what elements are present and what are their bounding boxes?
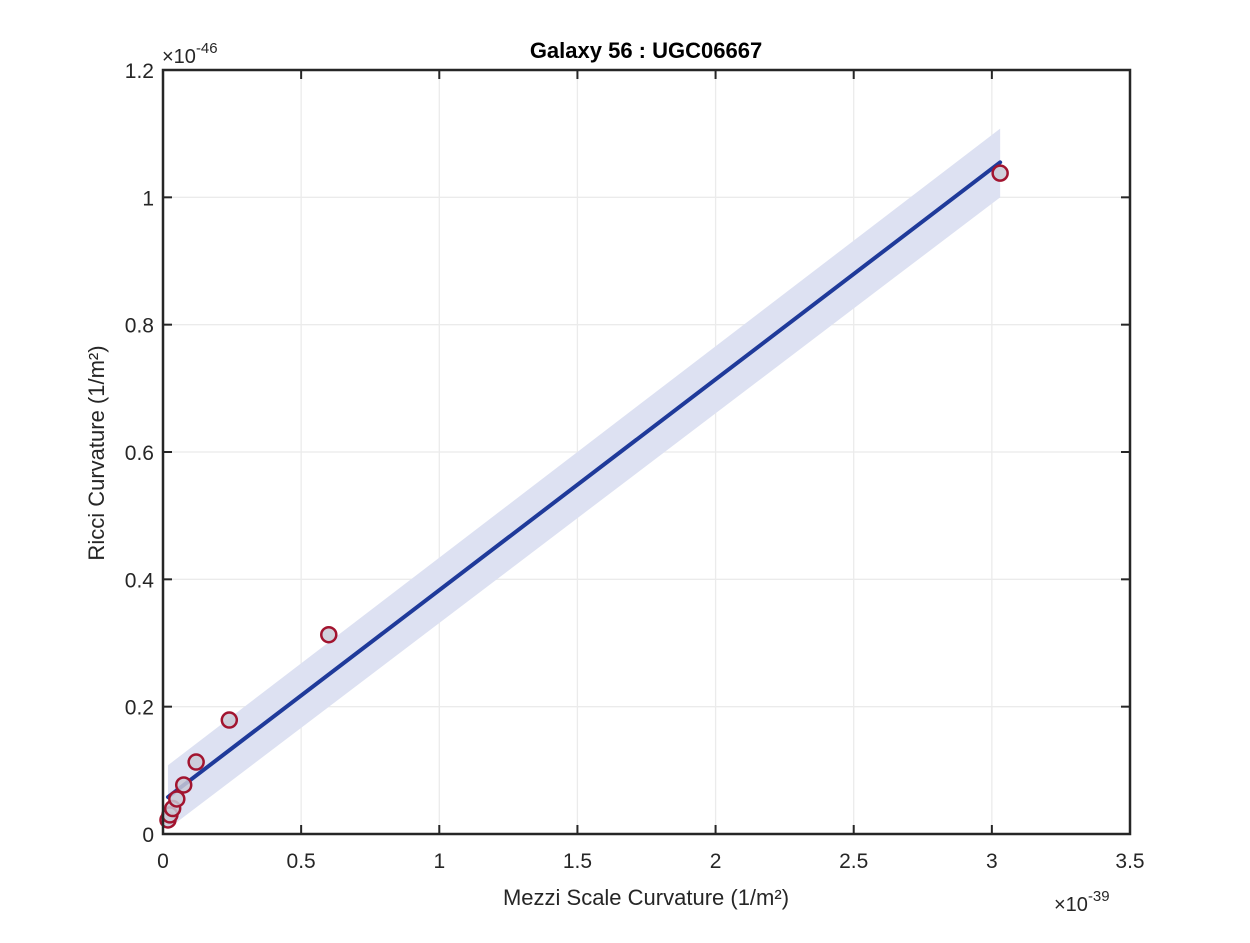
y-axis-label: Ricci Curvature (1/m²) [84, 345, 109, 560]
data-point [174, 776, 193, 794]
plot-area: 0 0.5 1 1.5 2 2.5 3 3.5 0 0.2 0.4 0.6 0.8 1 1.2 [125, 60, 1145, 873]
y-tick-label: 0.2 [125, 697, 154, 720]
x-tick-label: 3 [986, 850, 998, 873]
y-tick-label: 1.2 [125, 60, 154, 83]
x-tick-label: 3.5 [1115, 850, 1144, 873]
y-tick-label: 0.8 [125, 315, 154, 338]
data-point [991, 164, 1009, 182]
y-exponent-multiplier: ×10-46 [162, 40, 218, 68]
data-point [187, 753, 205, 771]
chart-title: Galaxy 56 : UGC06667 [530, 38, 762, 63]
fit-line [165, 160, 1003, 800]
data-point [320, 625, 338, 644]
x-exponent-multiplier: ×10-39 [1054, 888, 1110, 916]
x-tick-label: 0.5 [287, 850, 316, 873]
y-tick-label: 0.4 [125, 569, 155, 592]
x-tick-label: 2 [710, 850, 722, 873]
x-tick-label: 1 [433, 850, 445, 873]
x-tick-label: 0 [157, 850, 169, 873]
y-tick-label: 1 [142, 187, 154, 210]
data-point [220, 711, 239, 729]
y-tick-label: 0 [142, 824, 154, 847]
x-tick-label: 2.5 [839, 850, 868, 873]
data-point [168, 790, 186, 808]
x-tick-label: 1.5 [563, 850, 592, 873]
y-tick-label: 0.6 [125, 442, 154, 465]
x-axis-label: Mezzi Scale Curvature (1/m²) [503, 885, 789, 910]
